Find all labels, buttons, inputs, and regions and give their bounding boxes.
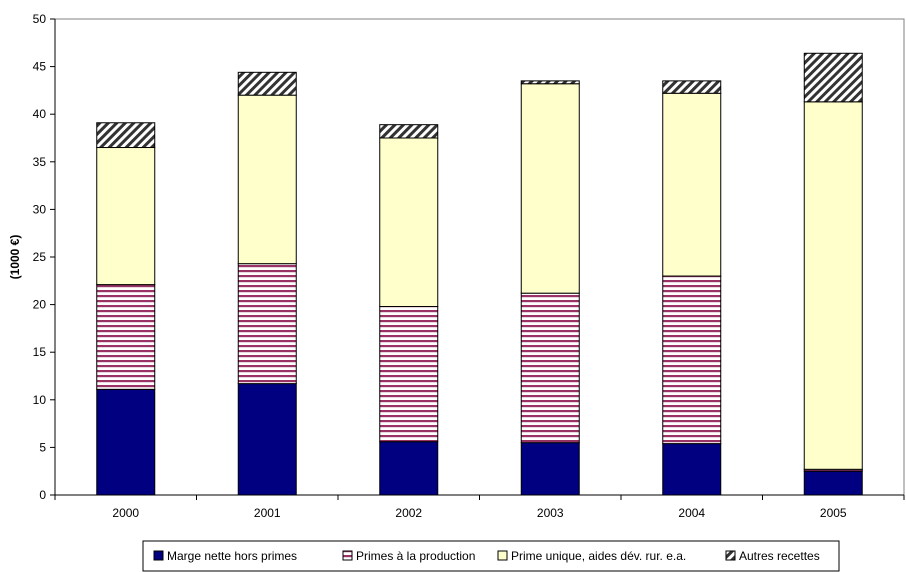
bar-segment: [520, 292, 580, 444]
y-axis-title: (1000 €): [8, 235, 22, 280]
bar-segment: [520, 442, 580, 496]
bar-segment: [96, 122, 156, 149]
bar-segment: [803, 52, 863, 103]
y-tick-label: 40: [33, 107, 47, 121]
bar-segment: [237, 71, 297, 96]
bar-segment: [96, 284, 156, 390]
bar-segment: [237, 94, 297, 265]
legend-swatch: [725, 550, 736, 561]
bar-segment: [379, 306, 439, 443]
legend-label: Marge nette hors primes: [167, 549, 297, 563]
y-tick-label: 20: [33, 298, 47, 312]
bar-segment: [662, 92, 722, 277]
bar-segment: [520, 80, 580, 85]
bar-segment: [803, 470, 863, 496]
x-tick-label: 2004: [678, 506, 705, 520]
x-tick-label: 2001: [254, 506, 281, 520]
bar-segment: [237, 383, 297, 496]
bar-segment: [662, 275, 722, 445]
bar-segment: [379, 441, 439, 496]
y-tick-label: 25: [33, 250, 47, 264]
x-tick-label: 2003: [537, 506, 564, 520]
bar-segment: [520, 83, 580, 294]
legend-label: Primes à la production: [356, 549, 475, 563]
legend-swatch: [497, 550, 508, 561]
plot-area: [54, 18, 905, 496]
legend-swatch: [153, 550, 164, 561]
legend-label: Prime unique, aides dév. rur. e.a.: [511, 549, 686, 563]
y-tick-label: 15: [33, 345, 47, 359]
legend: Marge nette hors primes Primes à la produ…: [142, 540, 840, 572]
x-tick-label: 2000: [112, 506, 139, 520]
y-tick-label: 10: [33, 393, 47, 407]
x-tick-label: 2005: [820, 506, 847, 520]
bar-segment: [96, 147, 156, 286]
bar-segment: [96, 388, 156, 496]
bar-segment: [379, 137, 439, 308]
plot-frame: [54, 18, 905, 496]
bar-segment: [237, 263, 297, 385]
y-tick-label: 50: [33, 12, 47, 26]
y-tick-label: 30: [33, 202, 47, 216]
bar-segment: [662, 80, 722, 94]
y-axis: 0 5 10 15 20 25 30 35 40 45 50: [33, 12, 56, 502]
x-tick-label: 2002: [395, 506, 422, 520]
legend-box: [142, 540, 840, 572]
bar-segment: [803, 101, 863, 470]
bar-segment: [662, 443, 722, 496]
bar-segment: [379, 124, 439, 139]
y-tick-label: 35: [33, 155, 47, 169]
x-axis: 2000 2001 2002 2003 2004 2005: [54, 494, 905, 520]
y-tick-label: 45: [33, 60, 47, 74]
legend-label: Autres recettes: [739, 549, 820, 563]
y-tick-label: 5: [39, 440, 46, 454]
legend-swatch: [342, 550, 353, 561]
y-tick-label: 0: [39, 488, 46, 502]
